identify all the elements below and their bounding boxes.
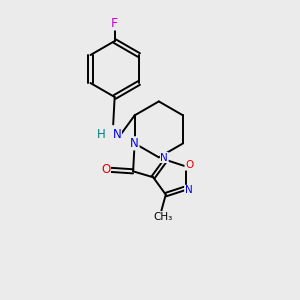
Text: F: F <box>111 17 118 30</box>
Text: O: O <box>101 164 110 176</box>
Text: N: N <box>185 185 192 195</box>
Text: N: N <box>160 152 168 163</box>
Text: O: O <box>185 160 193 170</box>
Text: CH₃: CH₃ <box>153 212 172 222</box>
Text: N: N <box>130 137 139 150</box>
Text: H: H <box>97 128 106 141</box>
Text: N: N <box>112 128 122 141</box>
